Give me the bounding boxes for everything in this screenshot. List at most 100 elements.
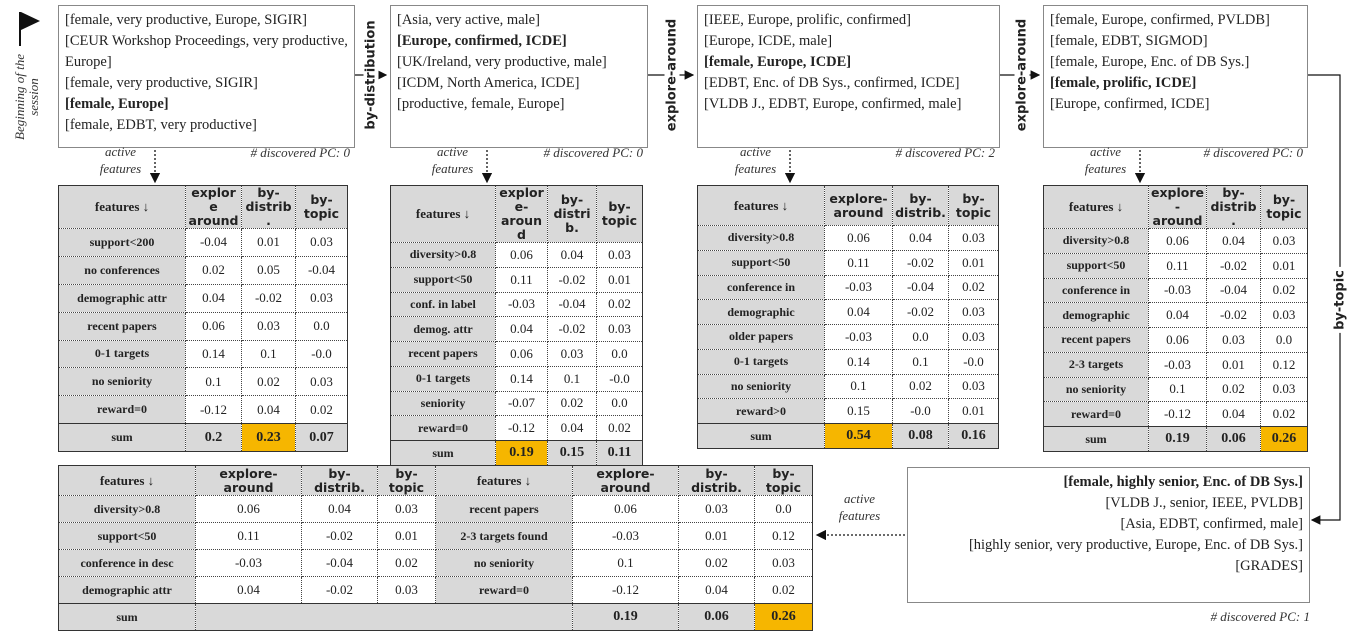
- query: [female, very productive, Europe, SIGIR]: [65, 12, 307, 28]
- score-table: features ↓ explore-around by-distrib. by-to…: [1043, 185, 1308, 452]
- value-cell: 0.02: [185, 255, 242, 285]
- query: [female, Europe, ICDE]: [704, 54, 852, 70]
- value-cell: -0.02: [1206, 302, 1261, 329]
- feature-cell: conference in: [697, 274, 825, 301]
- feature-cell: recent papers: [1043, 327, 1149, 353]
- value-cell: 0.03: [377, 495, 436, 523]
- value-cell: 0.12: [1260, 351, 1308, 378]
- row: 0-1 targets 0.14 0.1 -0.0: [58, 339, 348, 369]
- row: conference in -0.03 -0.04 0.02: [1043, 277, 1308, 304]
- row: seniority -0.07 0.02 0.0: [390, 390, 643, 417]
- header-row: features ↓ explore-around by-distrib. by-to…: [390, 185, 643, 243]
- value-cell: 0.02: [892, 373, 949, 400]
- query: [female, EDBT, SIGMOD]: [1050, 33, 1208, 49]
- header-row: features ↓ explore-around by-distrib. by-to…: [1043, 185, 1308, 229]
- value-cell: -0.0: [596, 365, 643, 392]
- feature-cell: 0-1 targets: [58, 339, 186, 369]
- row: demographic attr 0.04 -0.02 0.03: [58, 283, 348, 313]
- value-cell: -0.12: [495, 415, 548, 442]
- value-cell: 0.04: [301, 495, 378, 523]
- value-cell: 0.03: [295, 367, 348, 397]
- value-cell: 0.04: [824, 299, 893, 326]
- value-cell: -0.02: [301, 576, 378, 604]
- value-cell: 0.04: [547, 415, 597, 442]
- value-cell: 0.11: [195, 522, 302, 550]
- row: demographic attr 0.04 -0.02 0.03 reward=0 -0.…: [58, 576, 813, 604]
- value-cell: 0.02: [377, 549, 436, 577]
- value-cell: 0.04: [195, 576, 302, 604]
- operation-label: explore-around: [1014, 15, 1030, 135]
- query: [female, Europe, Enc. of DB Sys.]: [1050, 54, 1250, 70]
- value-cell: 0.0: [892, 324, 949, 350]
- row: reward=0 -0.12 0.04 0.02: [1043, 401, 1308, 428]
- feature-cell: reward=0: [435, 576, 573, 604]
- query-box: [Asia, very active, male] [Europe, confir…: [390, 5, 648, 148]
- header-cell: by-topic: [948, 185, 999, 226]
- value-cell: 0.1: [547, 365, 597, 392]
- row: demog. attr 0.04 -0.02 0.03: [390, 316, 643, 343]
- query: [female, prolific, ICDE]: [1050, 75, 1197, 91]
- query: [IEEE, Europe, prolific, confirmed]: [704, 12, 911, 28]
- value-cell: -0.04: [547, 291, 597, 318]
- value-cell: 0.06: [824, 225, 893, 251]
- header-cell: features ↓: [697, 185, 825, 226]
- value-cell: 0.1: [185, 367, 242, 397]
- value-cell: 0.02: [1260, 277, 1308, 304]
- value-cell: -0.0: [295, 339, 348, 369]
- value-cell: 0.01: [377, 522, 436, 550]
- value-cell: 0.15: [824, 398, 893, 425]
- value-cell: 0.04: [1206, 401, 1261, 428]
- value-cell: -0.02: [547, 316, 597, 343]
- value-cell: 0.02: [295, 395, 348, 425]
- sum-row: sum 0.2 0.23 0.07: [58, 423, 348, 452]
- value-cell: 0.06: [1148, 228, 1207, 254]
- row: diversity>0.8 0.06 0.04 0.03: [390, 242, 643, 268]
- sum-cell: 0.26: [1260, 426, 1308, 452]
- query: [Asia, EDBT, confirmed, male]: [1120, 516, 1303, 532]
- value-cell: 0.02: [948, 274, 999, 301]
- feature-cell: reward=0: [58, 395, 186, 425]
- row: conf. in label -0.03 -0.04 0.02: [390, 291, 643, 318]
- value-cell: 0.03: [948, 373, 999, 400]
- query: [UK/Ireland, very productive, male]: [397, 54, 607, 70]
- feature-cell: sum: [58, 423, 186, 452]
- value-cell: 0.0: [596, 341, 643, 367]
- sum-cell: 0.08: [892, 423, 949, 449]
- row: 0-1 targets 0.14 0.1 -0.0: [697, 348, 999, 375]
- value-cell: 0.02: [1260, 401, 1308, 428]
- value-cell: -0.03: [495, 291, 548, 318]
- feature-cell: support<50: [58, 522, 196, 550]
- header-cell: by-topic: [754, 465, 813, 496]
- value-cell: 0.01: [948, 249, 999, 276]
- row: support<50 0.11 -0.02 0.01: [390, 266, 643, 293]
- value-cell: -0.03: [195, 549, 302, 577]
- value-cell: 0.03: [547, 341, 597, 367]
- header-cell: by-topic: [1260, 185, 1308, 229]
- value-cell: 0.06: [572, 495, 679, 523]
- header-cell: explore-around: [495, 185, 548, 243]
- row: recent papers 0.06 0.03 0.0: [1043, 327, 1308, 353]
- row: support<50 0.11 -0.02 0.01: [1043, 252, 1308, 279]
- query: [Asia, very active, male]: [397, 12, 540, 28]
- value-cell: 0.03: [241, 311, 296, 341]
- sum-cell: 0.54: [824, 423, 893, 449]
- feature-cell: diversity>0.8: [390, 242, 496, 268]
- feature-cell: recent papers: [390, 341, 496, 367]
- value-cell: -0.12: [1148, 401, 1207, 428]
- score-table: features ↓ explore-around by-distrib. by-to…: [58, 465, 813, 631]
- start-label: Beginning of the session: [12, 54, 41, 140]
- value-cell: -0.0: [892, 398, 949, 425]
- query: [Europe, confirmed, ICDE]: [397, 33, 567, 49]
- feature-cell: sum: [1043, 426, 1149, 452]
- row: reward>0 0.15 -0.0 0.01: [697, 398, 999, 425]
- query: [EDBT, Enc. of DB Sys., confirmed, ICDE]: [704, 75, 960, 91]
- row: no conferences 0.02 0.05 -0.04: [58, 255, 348, 285]
- row: no seniority 0.1 0.02 0.03: [58, 367, 348, 397]
- value-cell: -0.03: [1148, 351, 1207, 378]
- sum-cell: 0.06: [1206, 426, 1261, 452]
- discovered-count: # discovered PC: 0: [543, 145, 643, 160]
- value-cell: 0.03: [754, 549, 813, 577]
- feature-cell: no seniority: [435, 549, 573, 577]
- header-cell: by-topic: [596, 185, 643, 243]
